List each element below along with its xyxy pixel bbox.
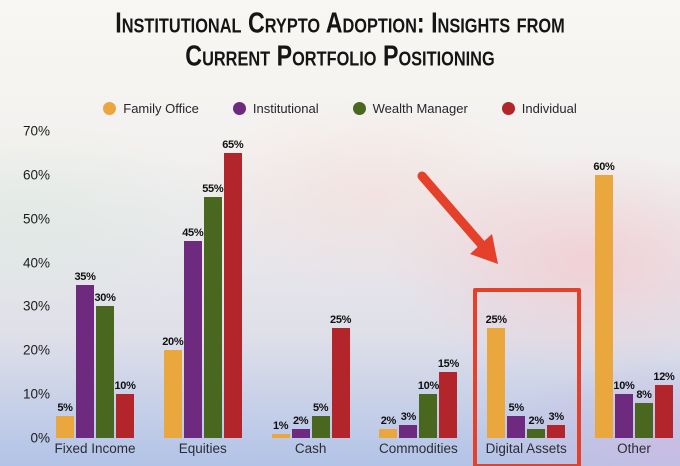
bar-family-office: 1% [271,420,290,438]
bar-value-label: 3% [400,410,417,423]
bars: 25% 5% 2% 3% [486,131,566,438]
category-label: Fixed Income [54,441,136,456]
legend-dot [232,102,246,115]
bar-individual: 3% [547,411,566,438]
bar-value-label: 8% [636,388,652,401]
category-label: Cash [294,441,327,456]
plot-area: 0% 10% 20% 30% 40% 50% 60% 70% 5% 35% 30% 10% Fixed… [0,124,680,457]
bar-wealth-manager: 55% [202,183,224,438]
bar-wealth-manager: 2% [527,415,546,438]
bar-value-label: 12% [653,371,675,384]
bar-group-commodities: 2% 3% 10% 15% Commodities [379,131,459,456]
chart-title: Institutional Crypto Adoption: Insights … [0,7,680,72]
y-tick-label: 40% [22,255,50,271]
bar-value-label: 15% [437,358,459,371]
bar-value-label: 1% [272,419,289,432]
bar-value-label: 2% [528,415,545,428]
bar-wealth-manager: 5% [311,402,330,438]
bars: 2% 3% 10% 15% [379,131,459,438]
legend-label: Wealth Manager [372,101,468,116]
bar-institutional: 3% [399,411,418,438]
bar-individual: 15% [438,358,459,438]
y-tick-label: 50% [22,211,50,227]
bar-value-label: 60% [593,160,615,173]
bar-institutional: 45% [182,227,204,438]
bar-individual: 10% [114,380,136,438]
bars: 1% 2% 5% 25% [271,131,351,438]
bar-value-label: 65% [222,138,244,151]
bar-group-fixed-income: 5% 35% 30% 10% Fixed Income [54,131,136,457]
bar-family-office: 20% [162,336,184,438]
bar-value-label: 10% [417,380,439,393]
bar-institutional: 2% [291,415,310,438]
y-tick-label: 70% [22,123,50,139]
bar-value-label: 2% [380,415,397,428]
bar-group-equities: 20% 45% 55% 65% Equities [162,131,244,456]
bar-family-office: 60% [593,161,615,438]
bar-value-label: 30% [94,292,116,305]
bar-institutional: 35% [74,271,96,438]
plot-groups: 5% 35% 30% 10% Fixed Income 20% 45% 55% 65% Equit… [54,131,675,457]
bar-wealth-manager: 10% [418,380,439,438]
y-tick-label: 10% [22,386,50,402]
bars: 5% 35% 30% 10% [56,131,136,438]
bar-value-label: 5% [508,402,525,415]
legend-dot [352,102,366,115]
bar-institutional: 10% [613,380,635,438]
bar-value-label: 35% [74,270,96,283]
category-label: Other [617,441,651,456]
bar-value-label: 3% [548,410,565,423]
legend-item-institutional: Institutional [232,101,319,116]
bar-family-office: 25% [486,314,507,438]
bar-group-other: 60% 10% 8% 12% Other [593,131,675,456]
legend: Family Office Institutional Wealth Manager… [0,101,680,116]
y-tick-label: 0% [30,430,50,446]
bar-value-label: 10% [114,380,136,393]
bar-individual: 25% [330,314,351,438]
bar-individual: 12% [653,371,675,438]
bars: 20% 45% 55% 65% [162,131,244,438]
category-label: Digital Assets [485,441,567,456]
legend-dot [501,102,515,115]
bar-value-label: 20% [162,336,184,349]
legend-label: Individual [521,101,577,116]
bar-value-label: 5% [312,402,329,415]
bar-group-digital-assets: 25% 5% 2% 3% Digital Assets [486,131,567,456]
bar-value-label: 10% [613,380,635,393]
legend-item-individual: Individual [501,101,577,116]
bar-group-cash: 1% 2% 5% 25% Cash [271,131,351,456]
legend-dot [103,102,117,115]
bar-value-label: 2% [292,415,309,428]
y-tick-label: 30% [22,298,50,314]
y-axis: 0% 10% 20% 30% 40% 50% 60% 70% [0,124,50,446]
category-label: Commodities [379,441,458,456]
legend-item-wealth-manager: Wealth Manager [352,101,468,116]
category-label: Equities [178,441,227,456]
bar-wealth-manager: 8% [634,389,653,438]
bar-value-label: 25% [330,314,352,327]
legend-item-family-office: Family Office [103,101,199,116]
bar-value-label: 25% [485,314,507,327]
bar-family-office: 2% [379,415,398,438]
bar-individual: 65% [222,139,244,438]
bar-value-label: 55% [202,182,224,195]
bar-value-label: 45% [182,226,204,239]
legend-label: Family Office [123,101,199,116]
chart-title-text: Institutional Crypto Adoption: Insights … [115,7,565,72]
bar-value-label: 5% [57,402,73,415]
y-tick-label: 20% [22,342,50,358]
bar-wealth-manager: 30% [94,292,116,438]
legend-label: Institutional [252,101,319,116]
bars: 60% 10% 8% 12% [593,131,675,438]
bar-family-office: 5% [56,402,74,438]
bar-institutional: 5% [507,402,526,438]
y-tick-label: 60% [22,167,50,183]
